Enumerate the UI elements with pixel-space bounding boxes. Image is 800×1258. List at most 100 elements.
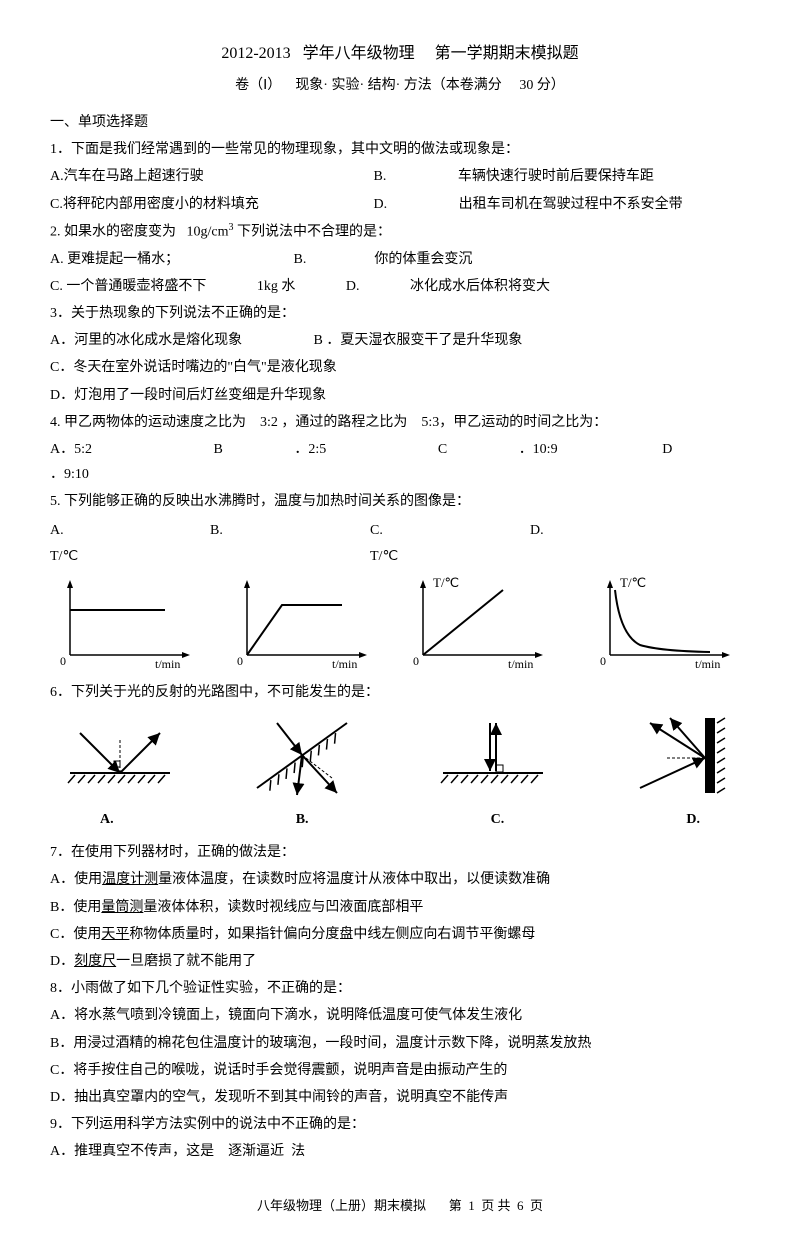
q9a-post: 法	[291, 1144, 305, 1159]
title-grade: 学年八年级物理	[303, 45, 415, 62]
chart-a-xlabel: t/min	[155, 657, 180, 670]
q5-labels: A. T/℃ B. C. T/℃ D.	[50, 518, 750, 568]
q4-opt-a: A．5:2	[50, 437, 170, 462]
q8-opt-a: A．将水蒸气喷到冷镜面上，镜面向下滴水，说明降低温度可使气体发生液化	[50, 1003, 750, 1028]
q2-opt-a: A. 更难提起一桶水；	[50, 247, 250, 272]
q3-opt-a: A．河里的冰化成水是熔化现象	[50, 328, 310, 353]
question-3-stem: 3．关于热现象的下列说法不正确的是：	[50, 301, 750, 326]
q7a-post: 量液体温度，在读数时应将温度计从液体中取出，以便读数准确	[158, 872, 550, 887]
q2-opt-b-text: 你的体重会变沉	[374, 247, 472, 272]
q4-opt-b-label: B	[214, 437, 223, 462]
chart-c-origin: 0	[413, 654, 419, 668]
question-4-stem: 4. 甲乙两物体的运动速度之比为 3:2 ，通过的路程之比为 5:3，甲乙运动的…	[50, 410, 750, 435]
q6-diagrams	[50, 713, 750, 803]
chart-b-origin: 0	[237, 654, 243, 668]
q3-opt-d: D．灯泡用了一段时间后灯丝变细是升华现象	[50, 383, 750, 408]
q1-opt-a: A.汽车在马路上超速行驶	[50, 164, 330, 189]
footer-total: 6	[517, 1198, 524, 1213]
question-2-opts-row2: C. 一个普通暖壶将盛不下 1kg 水 D. 冰化成水后体积将变大	[50, 274, 750, 299]
q2-stem-c: 下列说法中不合理的是：	[237, 224, 391, 239]
q5-label-c: C. T/℃	[370, 518, 530, 568]
q5-lc: C.	[370, 518, 530, 543]
q1-opt-c: C.将秤砣内部用密度小的材料填充	[50, 192, 330, 217]
q7b-u: 量筒测	[101, 900, 143, 915]
q2-stem-a: 2. 如果水的密度变为	[50, 224, 176, 239]
q6-labels: A. B. C. D.	[50, 807, 750, 832]
q2-opt-d-text: 冰化成水后体积将变大	[410, 274, 550, 299]
q7b-post: 量液体体积，读数时视线应与凹液面底部相平	[143, 900, 423, 915]
q7-opt-d: D．刻度尺一旦磨损了就不能用了	[50, 949, 750, 974]
chart-d: T/℃ 0 t/min	[590, 575, 750, 670]
footer-right: 页	[530, 1198, 543, 1213]
diagram-d	[610, 713, 750, 798]
q1-opt-b-text: 车辆快速行驶时前后要保持车距	[458, 164, 654, 189]
q7d-u: 刻度尺	[74, 954, 116, 969]
q4-opt-c-text: ．10:9	[519, 437, 619, 462]
q2-opt-b-label: B.	[294, 247, 307, 272]
page-title: 2012-2013 学年八年级物理 第一学期期末模拟题	[50, 40, 750, 69]
question-2-stem: 2. 如果水的密度变为 10g/cm3 下列说法中不合理的是：	[50, 219, 750, 245]
question-4-opts: A．5:2 B ．2:5 C ．10:9 D ．9:10	[50, 437, 750, 487]
page-subtitle: 卷（Ⅰ） 现象· 实验· 结构· 方法（本卷满分 30 分）	[50, 73, 750, 98]
q5-label-a: A. T/℃	[50, 518, 210, 568]
q5-ld: D.	[530, 518, 690, 543]
q5-lb: B.	[210, 518, 370, 543]
question-9-stem: 9．下列运用科学方法实例中的说法中不正确的是：	[50, 1112, 750, 1137]
question-8-stem: 8．小雨做了如下几个验证性实验，不正确的是：	[50, 976, 750, 1001]
title-exam: 第一学期期末模拟题	[435, 45, 579, 62]
q8-opt-b: B．用浸过酒精的棉花包住温度计的玻璃泡，一段时间，温度计示数下降，说明蒸发放热	[50, 1031, 750, 1056]
q4-opt-c-label: C	[438, 437, 447, 462]
q2-opt-d-label: D.	[346, 274, 360, 299]
footer-left: 八年级物理（上册）期末模拟	[257, 1198, 426, 1213]
question-5-stem: 5. 下列能够正确的反映出水沸腾时，温度与加热时间关系的图像是：	[50, 489, 750, 514]
subtitle-score: 30 分）	[519, 78, 565, 93]
question-2-opts-row1: A. 更难提起一桶水； B. 你的体重会变沉	[50, 247, 750, 272]
footer-mid: 第	[449, 1198, 462, 1213]
q7-opt-b: B．使用量筒测量液体体积，读数时视线应与凹液面底部相平	[50, 895, 750, 920]
question-1-opts-row2: C.将秤砣内部用密度小的材料填充 D. 出租车司机在驾驶过程中不系安全带	[50, 192, 750, 217]
subtitle-paper: 卷（Ⅰ）	[235, 78, 281, 93]
q6-la: A.	[100, 807, 114, 832]
q2-stem-b: 10g/cm	[187, 224, 229, 239]
question-1-opts-row1: A.汽车在马路上超速行驶 B. 车辆快速行驶时前后要保持车距	[50, 164, 750, 189]
q5-yc: T/℃	[370, 544, 530, 569]
q7d-post: 一旦磨损了就不能用了	[116, 954, 256, 969]
q7d-pre: D．	[50, 954, 74, 969]
subtitle-desc: 现象· 实验· 结构· 方法（本卷满分	[295, 78, 502, 93]
chart-d-ylabel: T/℃	[620, 575, 646, 590]
q8-opt-d: D．抽出真空罩内的空气，发现听不到其中闹铃的声音，说明真空不能传声	[50, 1085, 750, 1110]
q5-label-b: B.	[210, 518, 370, 568]
q1-opt-b-label: B.	[374, 164, 387, 189]
diagram-b	[237, 713, 377, 803]
q3-row-ab: A．河里的冰化成水是熔化现象 B ．夏天湿衣服变干了是升华现象	[50, 328, 750, 353]
q7a-pre: A．使用	[50, 872, 102, 887]
q3-opt-c: C．冬天在室外说话时嘴边的"白气"是液化现象	[50, 355, 750, 380]
chart-b-xlabel: t/min	[332, 657, 357, 670]
q7-opt-c: C．使用天平称物体质量时，如果指针偏向分度盘中线左侧应向右调节平衡螺母	[50, 922, 750, 947]
q8-opt-c: C．将手按住自己的喉咙，说话时手会觉得震颤，说明声音是由振动产生的	[50, 1058, 750, 1083]
question-1-stem: 1．下面是我们经常遇到的一些常见的物理现象，其中文明的做法或现象是：	[50, 137, 750, 162]
section-heading: 一、单项选择题	[50, 110, 750, 135]
q9a-mid: 逐渐逼近	[228, 1144, 284, 1159]
chart-a: 0 t/min	[50, 575, 200, 670]
q3-opt-b: B ．夏天湿衣服变干了是升华现象	[314, 333, 523, 348]
chart-c-xlabel: t/min	[508, 657, 533, 670]
q6-ld: D.	[686, 807, 700, 832]
q4-stem-b: 3:2 ，通过的路程之比为	[260, 415, 407, 430]
q5-label-d: D.	[530, 518, 690, 568]
q9a-pre: A．推理真空不传声，这是	[50, 1144, 214, 1159]
q4-opt-b-text: ．2:5	[294, 437, 394, 462]
q2-sup: 3	[229, 222, 234, 233]
chart-b: 0 t/min	[227, 575, 377, 670]
q7c-u: 天平	[101, 927, 129, 942]
title-year: 2012-2013	[221, 45, 290, 62]
q9-opt-a: A．推理真空不传声，这是 逐渐逼近 法	[50, 1139, 750, 1164]
page-footer: 八年级物理（上册）期末模拟 第 1 页 共 6 页	[50, 1194, 750, 1217]
q6-lc: C.	[491, 807, 505, 832]
q7b-pre: B．使用	[50, 900, 101, 915]
q2-opt-c2: 1kg 水	[257, 274, 296, 299]
q4-opt-d-text: ．9:10	[50, 462, 89, 487]
chart-d-origin: 0	[600, 654, 606, 668]
q5-la: A.	[50, 518, 210, 543]
chart-d-xlabel: t/min	[695, 657, 720, 670]
